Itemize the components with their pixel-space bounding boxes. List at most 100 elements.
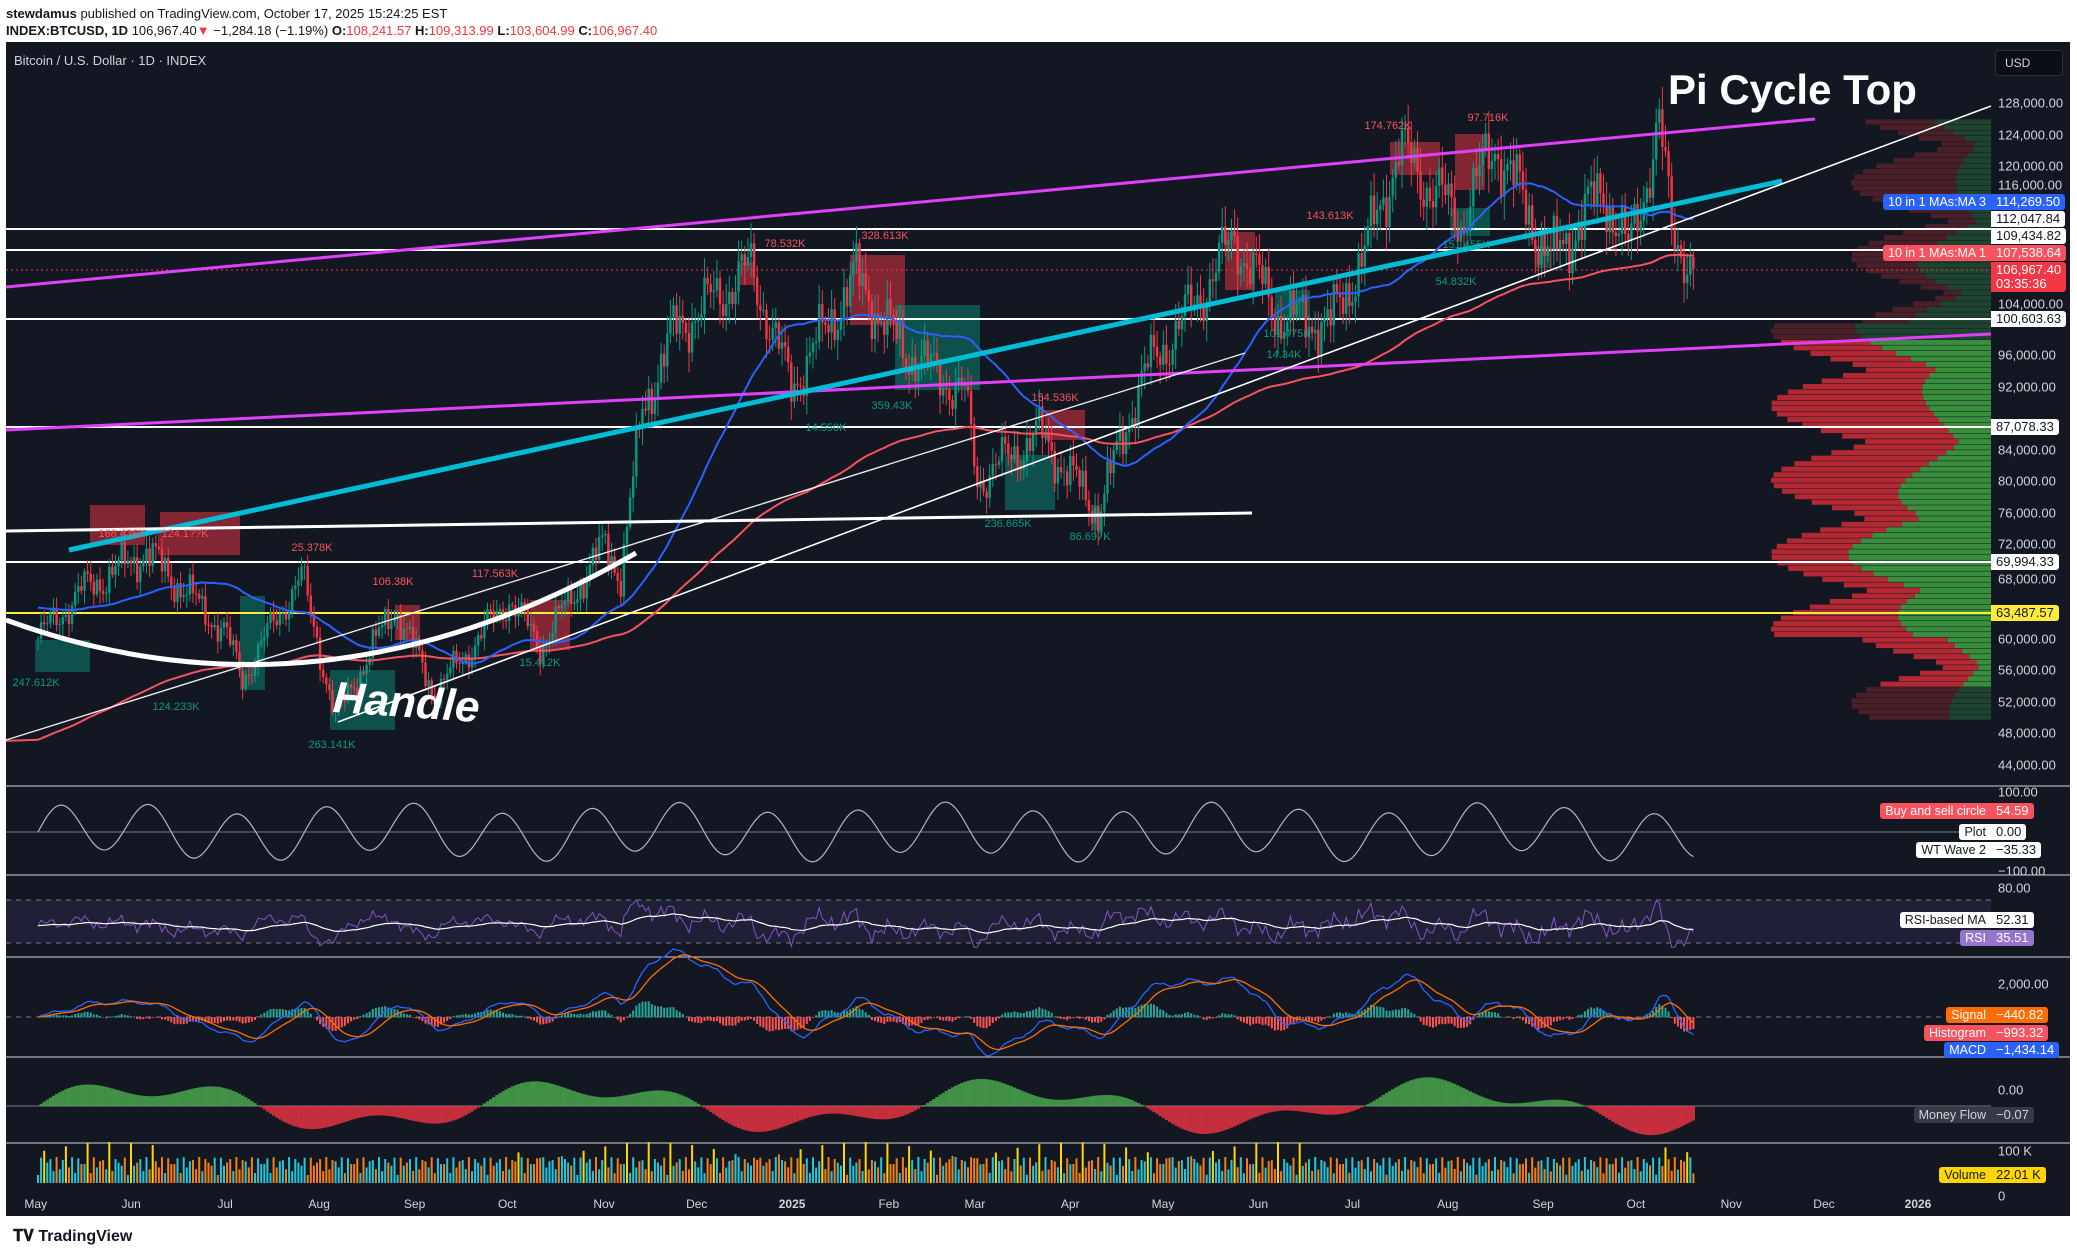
money-flow-bar (758, 1106, 762, 1132)
candle (380, 625, 384, 628)
candle (1617, 233, 1621, 236)
volume-bar (1459, 1171, 1462, 1183)
candle (1004, 437, 1007, 444)
candle (1577, 221, 1580, 241)
volume-bar (99, 1161, 101, 1183)
level-value-yellow: 63,487.57 (1991, 605, 2059, 621)
vp-sell-bar (1829, 598, 1907, 604)
macd-histogram-bar (1472, 1017, 1475, 1020)
macd-histogram-bar (195, 1017, 198, 1022)
macd-histogram-bar (1521, 1017, 1524, 1021)
volume-bar (495, 1162, 498, 1183)
candle (1624, 205, 1627, 234)
macd-histogram-bar (145, 1017, 148, 1019)
macd-histogram-bar (666, 1007, 669, 1018)
money-flow-bar (1493, 1101, 1497, 1106)
money-flow-bar (485, 1101, 490, 1106)
price-axis-label: 84,000.00 (1998, 442, 2056, 457)
candle (1596, 173, 1599, 205)
macd-histogram-bar (415, 1017, 418, 1019)
candle (1410, 142, 1413, 163)
candle (1050, 442, 1053, 451)
last-price-value: 106,967.40 (1996, 262, 2062, 277)
vp-buy-bar (1951, 698, 1991, 704)
money-flow-bar (247, 1098, 251, 1106)
vp-sell-bar (1788, 565, 1862, 571)
candle (1475, 167, 1478, 177)
candle (1667, 151, 1670, 177)
money-flow-bar (290, 1106, 294, 1126)
money-flow-bar (966, 1080, 970, 1106)
macd-histogram-bar (805, 1017, 808, 1024)
volume-bar (1261, 1157, 1264, 1183)
candle (1537, 251, 1540, 265)
candle (1066, 471, 1069, 486)
candle (312, 613, 316, 627)
money-flow-bar (923, 1105, 927, 1106)
money-flow-bar (1450, 1082, 1454, 1106)
candle (325, 677, 328, 685)
volume-bar (1385, 1174, 1388, 1183)
candle (650, 388, 653, 415)
candle (632, 476, 635, 498)
money-flow-bar (904, 1106, 908, 1115)
volume-bar (1456, 1157, 1459, 1183)
volume-label-green: 236.665K (984, 518, 1032, 530)
money-flow-bar (975, 1079, 979, 1106)
money-flow-bar (1112, 1095, 1116, 1106)
volume-bar (1602, 1173, 1605, 1183)
volume-bar (1205, 1174, 1208, 1183)
macd-histogram-bar (1366, 1007, 1369, 1018)
money-flow-bar (1533, 1101, 1537, 1106)
vp-sell-bar (1919, 670, 1974, 676)
volume-bar (381, 1171, 384, 1183)
volume-bar (1218, 1159, 1221, 1183)
candle (1661, 109, 1664, 147)
time-axis-label: May (24, 1197, 48, 1211)
publisher[interactable]: stewdamus (6, 6, 77, 21)
volume-bar (536, 1158, 539, 1183)
candle (1227, 240, 1230, 245)
volume-bar (412, 1171, 415, 1183)
candle (260, 640, 263, 645)
macd-histogram-bar (1246, 1017, 1248, 1024)
volume-bar (46, 1162, 49, 1183)
candle (1472, 167, 1475, 207)
macd-histogram-bar (914, 1017, 917, 1026)
candle (917, 369, 920, 382)
candle (687, 332, 691, 353)
ma3-value: 114,269.50 (1991, 194, 2066, 210)
macd-histogram-bar (1435, 1017, 1438, 1027)
time-axis-label: May (1151, 1197, 1175, 1211)
money-flow-bar (386, 1106, 390, 1116)
money-flow-bar (194, 1087, 198, 1106)
ma1-value: 107,538.64 (1991, 245, 2067, 261)
volume-bar (886, 1143, 889, 1183)
macd-histogram-bar (1106, 1014, 1109, 1018)
macd-histogram-bar (753, 1017, 756, 1021)
money-flow-bar (910, 1106, 914, 1113)
candle (247, 674, 250, 676)
candle (489, 609, 492, 612)
volume-bar (1184, 1169, 1186, 1183)
candle (213, 624, 216, 627)
macd-histogram-bar (883, 1017, 886, 1024)
macd-histogram-bar (855, 1006, 858, 1018)
candle (1490, 160, 1494, 170)
money-flow-bar (225, 1088, 229, 1106)
money-flow-bar (213, 1086, 217, 1106)
currency-button[interactable]: USD (1995, 50, 2063, 76)
candle (1224, 226, 1227, 245)
macd-histogram-bar (1025, 1011, 1028, 1018)
volume-bar (880, 1157, 883, 1183)
chart-area[interactable] (6, 42, 2070, 1216)
money-flow-bar (423, 1106, 428, 1124)
candle (1469, 206, 1472, 232)
volume-bar (359, 1172, 362, 1183)
vp-sell-bar (1774, 632, 1913, 638)
money-flow-bar (1316, 1106, 1320, 1114)
candle (1081, 470, 1084, 487)
money-flow-bar (665, 1091, 669, 1106)
tradingview-logo[interactable]: 𝐓𝐕 TradingView (13, 1228, 132, 1246)
